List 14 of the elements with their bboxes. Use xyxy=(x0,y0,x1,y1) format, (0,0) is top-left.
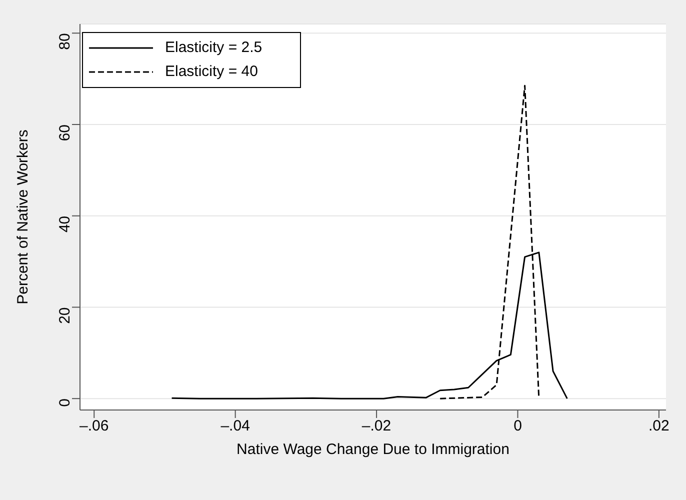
legend-label: Elasticity = 40 xyxy=(165,62,258,82)
legend-label: Elasticity = 2.5 xyxy=(165,38,262,58)
x-tick-label: 0 xyxy=(514,418,522,435)
x-axis-title: Native Wage Change Due to Immigration xyxy=(236,441,510,458)
y-tick-label: 20 xyxy=(56,307,74,324)
x-tick-label: –.02 xyxy=(362,418,392,435)
x-tick-label: –.04 xyxy=(220,418,250,435)
y-tick-label: 60 xyxy=(56,124,74,142)
x-tick-label: –.06 xyxy=(80,418,109,435)
y-tick-label: 80 xyxy=(56,33,74,50)
y-tick-label: 40 xyxy=(56,216,74,233)
y-axis-title: Percent of Native Workers xyxy=(14,130,32,304)
x-tick-label: .02 xyxy=(648,418,670,435)
y-tick-label: 0 xyxy=(56,398,74,407)
